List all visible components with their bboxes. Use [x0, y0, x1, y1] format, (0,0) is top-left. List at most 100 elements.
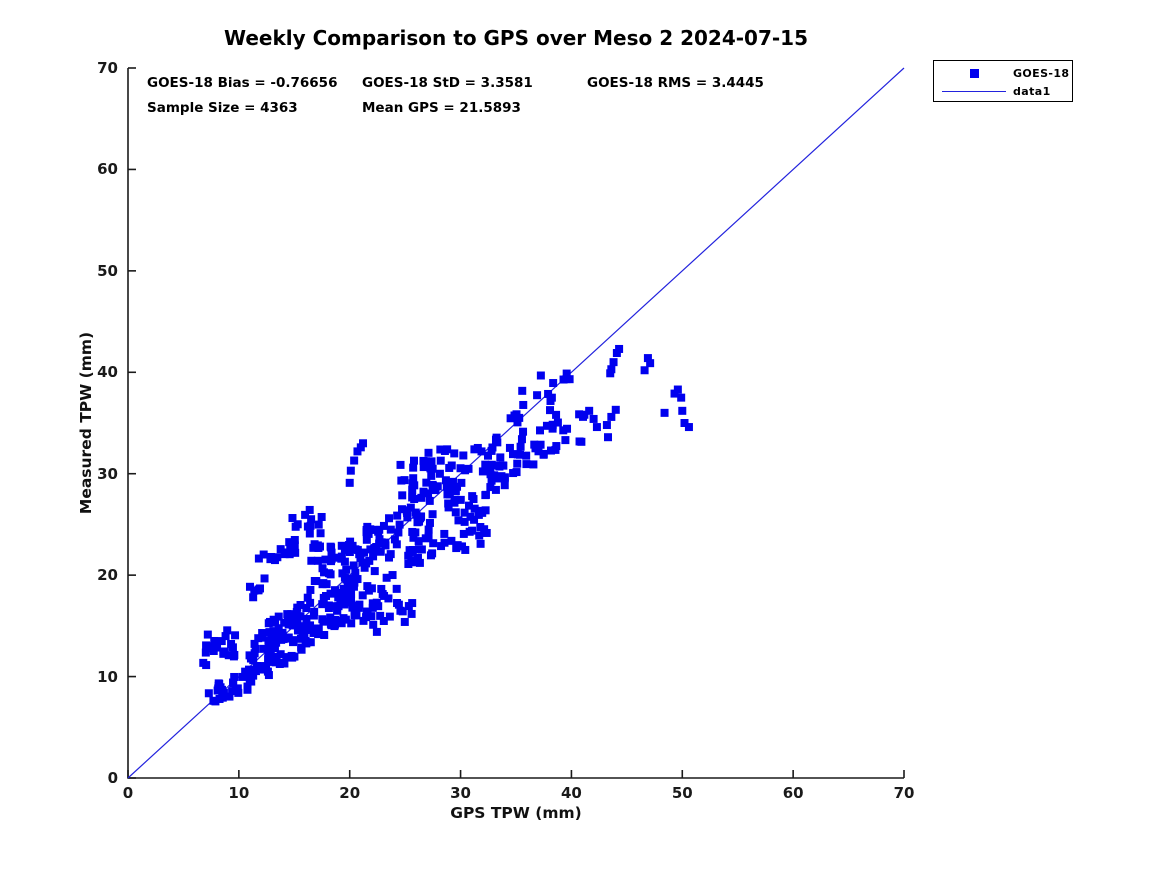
scatter-point [349, 582, 358, 591]
scatter-point [611, 405, 620, 414]
scatter-point [312, 577, 321, 586]
scatter-point [355, 600, 364, 609]
scatter-point [369, 552, 378, 561]
scatter-point [343, 581, 352, 590]
scatter-point [367, 584, 376, 593]
scatter-point [334, 593, 343, 602]
scatter-point [428, 480, 437, 489]
stat-sample-size: Sample Size = 4363 [147, 100, 298, 116]
scatter-point [314, 630, 323, 639]
scatter-point [422, 478, 431, 487]
scatter-point [221, 632, 230, 641]
y-tick-label: 50 [97, 261, 118, 280]
scatter-point [249, 671, 258, 680]
scatter-point [478, 467, 487, 476]
scatter-point [339, 614, 348, 623]
scatter-point [395, 520, 404, 529]
scatter-point [285, 538, 294, 547]
scatter-point [333, 589, 342, 598]
scatter-point [546, 396, 555, 405]
scatter-point [265, 644, 274, 653]
scatter-point [207, 642, 216, 651]
scatter-point [393, 511, 402, 520]
scatter-point [461, 545, 470, 554]
scatter-point [289, 543, 298, 552]
scatter-point [384, 553, 393, 562]
scatter-point [424, 448, 433, 457]
scatter-point [428, 549, 437, 558]
scatter-point [396, 460, 405, 469]
scatter-point [204, 689, 213, 698]
scatter-point [440, 538, 449, 547]
scatter-point [450, 495, 459, 504]
scatter-point [280, 550, 289, 559]
scatter-point [478, 508, 487, 517]
scatter-point [444, 499, 453, 508]
chart-title: Weekly Comparison to GPS over Meso 2 202… [223, 26, 809, 50]
scatter-point [433, 482, 442, 491]
scatter-point [411, 558, 420, 567]
scatter-point [421, 534, 430, 543]
scatter-point [309, 543, 318, 552]
scatter-point [265, 628, 274, 637]
scatter-point [486, 483, 495, 492]
scatter-point [417, 545, 426, 554]
scatter-point [333, 606, 342, 615]
scatter-point [288, 514, 297, 523]
scatter-point [385, 612, 394, 621]
scatter-point [376, 547, 385, 556]
scatter-point [544, 389, 553, 398]
legend-label-data1: data1 [1013, 84, 1051, 98]
scatter-point [469, 495, 478, 504]
scatter-point [398, 491, 407, 500]
scatter-point [607, 412, 616, 421]
scatter-point [303, 638, 312, 647]
scatter-point [342, 565, 351, 574]
scatter-point [592, 423, 601, 432]
scatter-point [305, 529, 314, 538]
scatter-point [546, 446, 555, 455]
scatter-point [363, 582, 372, 591]
scatter-point [448, 477, 457, 486]
scatter-point [402, 507, 411, 516]
scatter-point [394, 528, 403, 537]
scatter-point [348, 603, 357, 612]
scatter-point [585, 406, 594, 415]
scatter-point [459, 529, 468, 538]
scatter-point [313, 556, 322, 565]
scatter-point [379, 521, 388, 530]
scatter-point [677, 393, 686, 402]
scatter-point [487, 476, 496, 485]
scatter-point [346, 466, 355, 475]
scatter-point [464, 501, 473, 510]
scatter-point [419, 487, 428, 496]
scatter-point [505, 443, 514, 452]
scatter-point [615, 344, 624, 353]
scatter-point [398, 505, 407, 514]
scatter-point [340, 600, 349, 609]
scatter-point [211, 697, 220, 706]
scatter-point [424, 525, 433, 534]
scatter-point [453, 482, 462, 491]
y-tick-label: 60 [97, 160, 118, 179]
scatter-point [404, 560, 413, 569]
scatter-point [426, 464, 435, 473]
scatter-point [258, 633, 267, 642]
scatter-point [259, 644, 268, 653]
scatter-point [355, 550, 364, 559]
scatter-point [413, 553, 422, 562]
scatter-point [314, 520, 323, 529]
scatter-point [264, 619, 273, 628]
scatter-point [302, 604, 311, 613]
scatter-point [510, 411, 519, 420]
scatter-point [451, 487, 460, 496]
scatter-point [398, 607, 407, 616]
scatter-point [408, 479, 417, 488]
scatter-point [303, 593, 312, 602]
scatter-point [420, 461, 429, 470]
scatter-point [318, 600, 327, 609]
scatter-point [318, 615, 327, 624]
scatter-point [405, 546, 414, 555]
legend-box: GOES-18 data1 [933, 60, 1073, 102]
scatter-point [342, 575, 351, 584]
